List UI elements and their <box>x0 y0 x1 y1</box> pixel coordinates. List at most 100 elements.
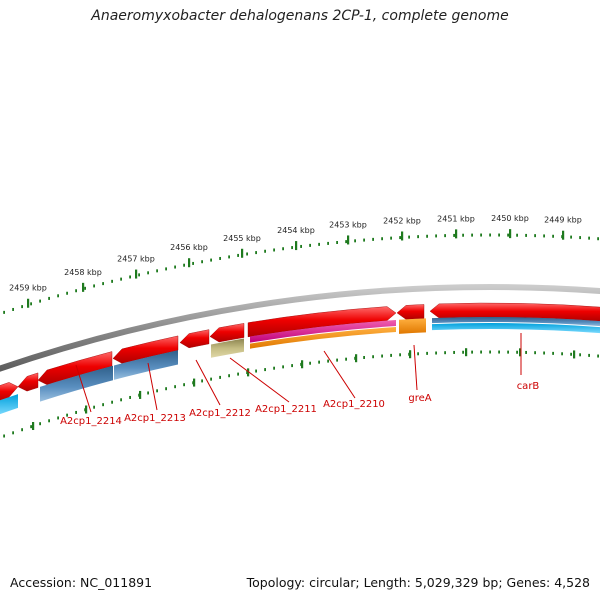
inner-minor-tick <box>210 377 212 381</box>
inner-minor-tick <box>534 351 536 355</box>
inner-ruler-ticks <box>3 348 599 438</box>
minor-tick <box>129 275 131 279</box>
minor-tick <box>363 238 365 242</box>
inner-major-tick <box>355 354 358 363</box>
minor-tick <box>111 279 113 283</box>
feature-block-orange <box>250 326 396 349</box>
minor-tick <box>507 233 509 237</box>
inner-minor-tick <box>120 398 122 402</box>
minor-tick <box>390 236 392 240</box>
kbp-tick-label: 2453 kbp <box>329 220 367 229</box>
minor-tick <box>228 255 230 259</box>
inner-minor-tick <box>561 352 563 356</box>
inner-minor-tick <box>444 351 446 355</box>
kbp-tick-label: 2458 kbp <box>64 268 102 277</box>
minor-tick <box>300 244 302 248</box>
minor-tick <box>399 236 401 240</box>
minor-tick <box>354 239 356 243</box>
kbp-tick-label: 2452 kbp <box>383 216 421 225</box>
inner-minor-tick <box>264 368 266 372</box>
minor-tick <box>435 234 437 238</box>
inner-major-tick <box>573 350 576 359</box>
minor-tick <box>156 269 158 273</box>
inner-minor-tick <box>399 353 401 357</box>
genome-title: Anaeromyxobacter dehalogenans 2CP-1, com… <box>91 8 509 24</box>
minor-tick <box>264 249 266 253</box>
minor-tick <box>165 267 167 271</box>
inner-minor-tick <box>489 350 491 354</box>
minor-tick <box>84 286 86 290</box>
inner-minor-tick <box>201 379 203 383</box>
inner-major-tick <box>465 348 468 357</box>
gene-leader-line <box>75 364 92 413</box>
inner-minor-tick <box>309 361 311 365</box>
minor-tick <box>516 233 518 237</box>
minor-tick <box>39 299 41 303</box>
inner-minor-tick <box>498 350 500 354</box>
inner-minor-tick <box>336 358 338 362</box>
inner-minor-tick <box>381 354 383 358</box>
cds-arrow <box>0 382 19 401</box>
accession-text: Accession: NC_011891 <box>10 575 153 590</box>
inner-minor-tick <box>219 375 221 379</box>
minor-tick <box>498 233 500 237</box>
inner-minor-tick <box>327 359 329 363</box>
minor-tick <box>489 233 491 237</box>
major-tick <box>188 258 191 268</box>
inner-minor-tick <box>255 369 257 373</box>
minor-tick <box>138 273 140 277</box>
minor-tick <box>453 233 455 237</box>
inner-minor-tick <box>111 400 113 404</box>
gene-leader-line <box>323 350 356 399</box>
minor-tick <box>273 248 275 252</box>
minor-tick <box>282 247 284 251</box>
gene-label: A2cp1_2210 <box>323 399 385 410</box>
major-tick <box>562 230 565 240</box>
minor-tick <box>417 235 419 239</box>
inner-minor-tick <box>363 355 365 359</box>
inner-minor-tick <box>156 389 158 393</box>
inner-minor-tick <box>21 428 23 432</box>
feature-block-blue <box>40 365 113 402</box>
minor-tick <box>570 235 572 239</box>
major-tick <box>135 269 138 279</box>
kbp-tick-label: 2449 kbp <box>544 216 582 225</box>
inner-minor-tick <box>579 353 581 357</box>
minor-tick <box>327 241 329 245</box>
minor-tick <box>210 258 212 262</box>
inner-minor-tick <box>165 387 167 391</box>
inner-minor-tick <box>480 350 482 354</box>
inner-minor-tick <box>129 395 131 399</box>
feature-block-cyan <box>432 322 600 334</box>
feature-block-magenta <box>250 319 396 343</box>
minor-tick <box>480 233 482 237</box>
feature-block-khaki <box>211 338 244 358</box>
major-tick <box>347 235 350 245</box>
major-tick <box>295 241 298 251</box>
inner-minor-tick <box>237 372 239 376</box>
kbp-tick-label: 2459 kbp <box>9 284 47 293</box>
inner-minor-tick <box>39 422 41 426</box>
minor-tick <box>255 251 257 255</box>
kbp-tick-label: 2451 kbp <box>437 214 475 223</box>
inner-minor-tick <box>597 354 599 358</box>
gene-label: A2cp1_2212 <box>189 408 251 419</box>
kbp-tick-label: 2455 kbp <box>223 234 261 243</box>
minor-tick <box>93 284 95 288</box>
kbp-tick-label: 2457 kbp <box>117 255 155 264</box>
minor-tick <box>309 243 311 247</box>
minor-tick <box>219 256 221 260</box>
inner-minor-tick <box>417 352 419 356</box>
inner-minor-tick <box>30 425 32 429</box>
gene-label-lines <box>75 333 522 413</box>
minor-tick <box>462 233 464 237</box>
major-tick <box>401 231 404 241</box>
minor-tick <box>57 294 59 298</box>
major-tick <box>27 298 30 308</box>
minor-tick <box>246 252 248 256</box>
inner-minor-tick <box>174 385 176 389</box>
inner-minor-tick <box>345 357 347 361</box>
inner-minor-tick <box>48 419 50 423</box>
minor-tick <box>444 234 446 238</box>
minor-tick <box>3 310 5 314</box>
